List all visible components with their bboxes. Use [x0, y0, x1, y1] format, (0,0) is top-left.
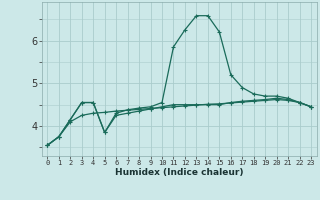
X-axis label: Humidex (Indice chaleur): Humidex (Indice chaleur) — [115, 168, 244, 177]
